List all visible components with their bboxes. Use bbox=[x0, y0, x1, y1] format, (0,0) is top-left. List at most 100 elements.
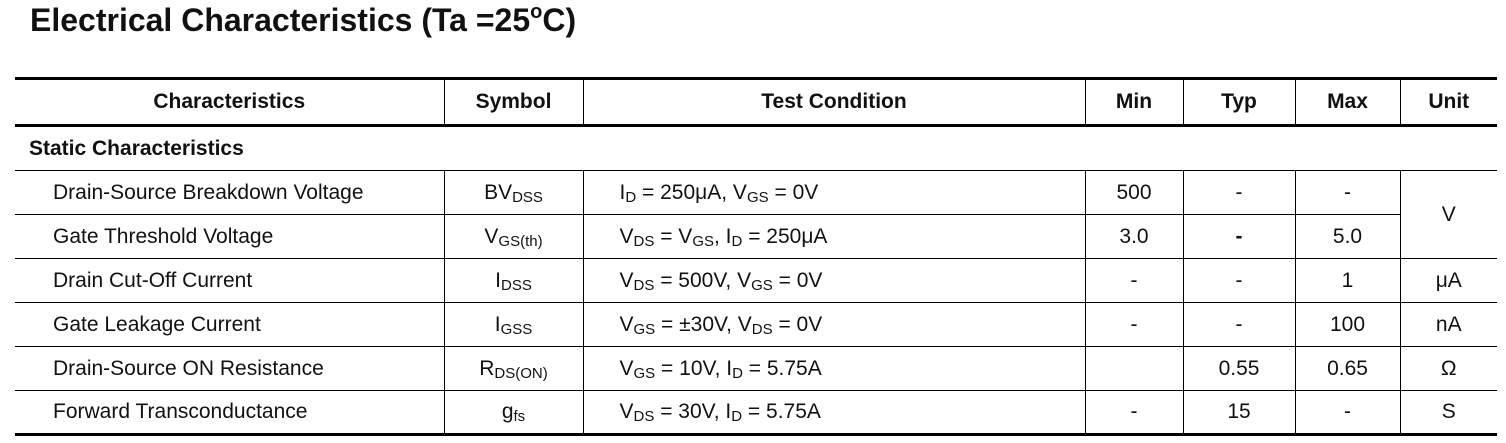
condition-cell: VDS = VGS, ID = 250μA bbox=[582, 214, 1085, 259]
condition-cell: VGS = 10V, ID = 5.75A bbox=[582, 346, 1085, 391]
max-cell: 5.0 bbox=[1294, 214, 1400, 259]
condition-subscript: GS bbox=[633, 364, 656, 382]
table-row-on-resistance: Drain-Source ON Resistance RDS(ON) VGS =… bbox=[15, 346, 1497, 391]
condition-subscript: D bbox=[731, 232, 743, 250]
characteristic-cell: Gate Leakage Current bbox=[15, 302, 444, 347]
table-row-threshold-voltage: Gate Threshold Voltage VGS(th) VDS = VGS… bbox=[15, 214, 1497, 259]
section-row: Static Characteristics bbox=[15, 125, 1497, 171]
symbol-cell: IGSS bbox=[443, 302, 583, 347]
characteristic-cell: Forward Transconductance bbox=[15, 390, 444, 436]
symbol-base: R bbox=[479, 356, 495, 380]
condition-subscript: GS bbox=[746, 188, 769, 206]
condition-cell: VDS = 30V, ID = 5.75A bbox=[582, 390, 1085, 436]
condition-text: , I bbox=[714, 224, 732, 248]
condition-text: = 10V, I bbox=[655, 356, 733, 380]
section-title: Static Characteristics bbox=[15, 125, 1497, 171]
symbol-subscript: GS(th) bbox=[498, 232, 543, 250]
condition-text: = 5.75A bbox=[742, 400, 821, 423]
header-typ: Typ bbox=[1182, 77, 1295, 127]
table-row-leakage-current: Gate Leakage Current IGSS VGS = ±30V, VD… bbox=[15, 302, 1497, 347]
unit-cell: μA bbox=[1399, 258, 1497, 303]
condition-text: = 250μA, V bbox=[636, 180, 747, 204]
condition-subscript: DS bbox=[633, 276, 655, 294]
min-cell: - bbox=[1084, 302, 1183, 347]
symbol-base: g bbox=[501, 400, 514, 423]
condition-text: I bbox=[619, 180, 626, 204]
condition-text: V bbox=[619, 400, 634, 423]
symbol-subscript: DSS bbox=[501, 276, 532, 294]
typ-cell: - bbox=[1182, 302, 1295, 347]
table-row-breakdown-voltage: Drain-Source Breakdown Voltage BVDSS ID … bbox=[15, 170, 1497, 259]
condition-text: V bbox=[619, 312, 634, 336]
characteristic-cell: Drain Cut-Off Current bbox=[15, 258, 444, 303]
typ-cell: 0.55 bbox=[1182, 346, 1295, 391]
max-cell: - bbox=[1294, 390, 1400, 436]
symbol-cell: IDSS bbox=[443, 258, 583, 303]
condition-text: V bbox=[619, 268, 634, 292]
header-row: Characteristics Symbol Test Condition Mi… bbox=[15, 77, 1497, 127]
characteristic-cell: Drain-Source ON Resistance bbox=[15, 346, 444, 391]
header-test-condition: Test Condition bbox=[582, 77, 1085, 127]
condition-text: = 500V, V bbox=[654, 268, 752, 292]
condition-cell: VDS = 500V, VGS = 0V bbox=[582, 258, 1085, 303]
min-cell: - bbox=[1084, 258, 1183, 303]
condition-subscript: D bbox=[732, 364, 743, 382]
condition-subscript: GS bbox=[692, 232, 714, 250]
symbol-cell: BVDSS bbox=[443, 170, 583, 215]
typ-cell: - bbox=[1182, 258, 1295, 303]
symbol-base: I bbox=[494, 312, 501, 336]
condition-subscript: DS bbox=[633, 408, 655, 425]
symbol-base: V bbox=[484, 224, 499, 248]
header-unit: Unit bbox=[1399, 77, 1497, 127]
min-cell: - bbox=[1084, 390, 1183, 436]
header-characteristics: Characteristics bbox=[15, 77, 444, 127]
title-text: Electrical Characteristics (Ta =25 bbox=[30, 2, 531, 38]
max-cell: 100 bbox=[1294, 302, 1400, 347]
symbol-subscript: GSS bbox=[500, 320, 533, 338]
min-cell bbox=[1084, 346, 1183, 391]
header-max: Max bbox=[1294, 77, 1400, 127]
condition-text: V bbox=[619, 224, 634, 248]
electrical-characteristics-table: Characteristics Symbol Test Condition Mi… bbox=[15, 77, 1497, 436]
max-cell: 1 bbox=[1294, 258, 1400, 303]
symbol-subscript: DS(ON) bbox=[494, 364, 548, 382]
condition-subscript: DS bbox=[751, 320, 773, 338]
table-row-cutoff-current: Drain Cut-Off Current IDSS VDS = 500V, V… bbox=[15, 258, 1497, 303]
symbol-cell: VGS(th) bbox=[443, 214, 583, 259]
unit-cell: Ω bbox=[1399, 346, 1497, 391]
condition-text: = 0V bbox=[772, 268, 823, 292]
max-cell: - bbox=[1294, 170, 1400, 215]
symbol-base: BV bbox=[484, 180, 513, 204]
symbol-cell: RDS(ON) bbox=[443, 346, 583, 391]
header-symbol: Symbol bbox=[443, 77, 583, 127]
header-min: Min bbox=[1084, 77, 1183, 127]
typ-cell: 15 bbox=[1182, 390, 1295, 436]
condition-cell: ID = 250μA, VGS = 0V bbox=[582, 170, 1085, 215]
condition-text: = 0V bbox=[772, 312, 823, 336]
unit-cell: nA bbox=[1399, 302, 1497, 347]
symbol-cell: gfs bbox=[443, 390, 583, 436]
condition-text: = 30V, I bbox=[654, 400, 732, 423]
page-title: Electrical Characteristics (Ta =25oC) bbox=[30, 2, 576, 39]
symbol-subscript: fs bbox=[513, 408, 526, 425]
characteristic-cell: Gate Threshold Voltage bbox=[15, 214, 444, 259]
min-cell: 500 bbox=[1084, 170, 1183, 215]
condition-text: = 5.75A bbox=[742, 356, 822, 380]
min-cell: 3.0 bbox=[1084, 214, 1183, 259]
degree-symbol: o bbox=[530, 1, 543, 23]
condition-subscript: GS bbox=[751, 276, 773, 294]
unit-cell: S bbox=[1399, 390, 1497, 436]
condition-cell: VGS = ±30V, VDS = 0V bbox=[582, 302, 1085, 347]
condition-text: = 0V bbox=[768, 180, 819, 204]
condition-subscript: D bbox=[731, 408, 743, 425]
title-unit: C) bbox=[542, 2, 577, 38]
condition-text: = 250μA bbox=[742, 224, 828, 248]
max-cell: 0.65 bbox=[1294, 346, 1400, 391]
condition-subscript: DS bbox=[633, 232, 655, 250]
typ-cell: - bbox=[1182, 170, 1295, 215]
condition-subscript: GS bbox=[633, 320, 656, 338]
characteristic-cell: Drain-Source Breakdown Voltage bbox=[15, 170, 444, 215]
typ-cell: - bbox=[1182, 214, 1295, 259]
table-row-transconductance: Forward Transconductance gfs VDS = 30V, … bbox=[15, 390, 1497, 436]
unit-cell: V bbox=[1399, 170, 1497, 259]
